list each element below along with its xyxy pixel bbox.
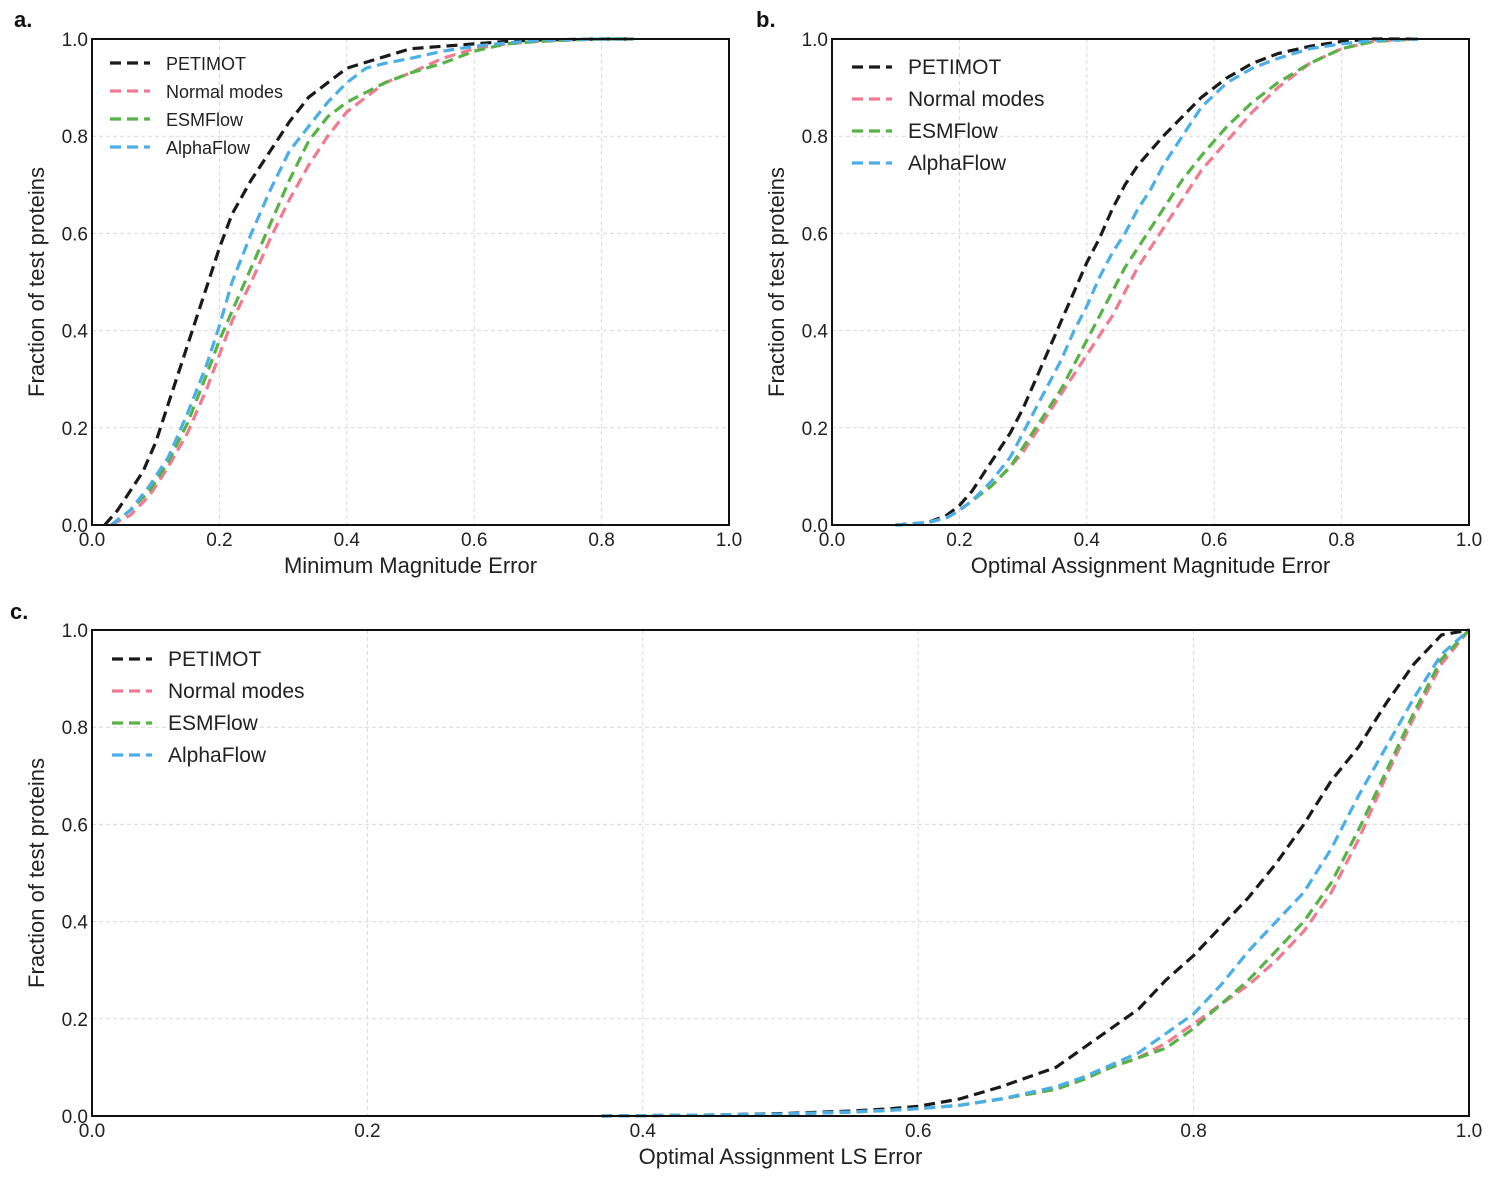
legend-label: AlphaFlow: [908, 152, 1007, 175]
y-tick-label: 0.8: [802, 127, 828, 148]
legend-label: ESMFlow: [908, 120, 999, 143]
y-tick-label: 1.0: [802, 30, 828, 51]
plot-frame: [91, 38, 730, 526]
panel-label-b: b.: [756, 7, 776, 32]
plot-frame: [91, 629, 1470, 1117]
y-axis-label: Fraction of test proteins: [764, 167, 789, 397]
x-tick-label: 0.4: [334, 530, 361, 551]
panel-label-a: a.: [14, 7, 32, 32]
x-tick-label: 0.6: [461, 530, 487, 551]
y-axis-label: Fraction of test proteins: [24, 758, 49, 988]
series-line-normal-modes: [895, 37, 1419, 527]
panel-c: c. 0.0 0.2 0.4 0.6 0.8 1.0 0.0 0.2 0.4 0.6 0.8 1.0 Op…: [10, 599, 1482, 1169]
x-axis-label: Optimal Assignment LS Error: [639, 1144, 923, 1169]
y-tick-label: 0.4: [62, 322, 89, 343]
y-tick-label: 0.6: [802, 224, 828, 245]
series-line-petimot: [103, 37, 634, 527]
legend: PETIMOT Normal modes ESMFlow AlphaFlow: [112, 648, 305, 767]
x-tick-label: 0.2: [946, 530, 972, 551]
y-tick-label: 0.8: [62, 127, 88, 148]
series-line-esmflow: [601, 628, 1471, 1118]
y-axis-label: Fraction of test proteins: [24, 167, 49, 397]
x-tick-label: 0.2: [354, 1121, 380, 1142]
legend-label: Normal modes: [166, 82, 283, 102]
legend-label: Normal modes: [908, 88, 1045, 111]
x-tick-label: 0.2: [206, 530, 232, 551]
x-axis-label: Minimum Magnitude Error: [284, 553, 537, 578]
y-tick-label: 0.6: [62, 224, 88, 245]
y-tick-label: 0.4: [62, 913, 89, 934]
series-line-alphaflow: [895, 37, 1419, 527]
y-tick-label: 0.0: [62, 1107, 88, 1128]
legend-label: PETIMOT: [908, 56, 1002, 79]
x-tick-label: 0.8: [1328, 530, 1354, 551]
x-tick-label: 0.6: [1201, 530, 1227, 551]
x-tick-label: 0.0: [819, 530, 845, 551]
y-tick-label: 0.0: [62, 516, 88, 537]
y-tick-label: 0.6: [62, 815, 88, 836]
legend: PETIMOT Normal modes ESMFlow AlphaFlow: [852, 56, 1045, 175]
y-tick-label: 1.0: [62, 621, 88, 642]
x-tick-label: 1.0: [1456, 530, 1482, 551]
x-tick-label: 0.8: [588, 530, 614, 551]
legend-label: Normal modes: [168, 680, 305, 703]
legend-label: PETIMOT: [166, 54, 246, 74]
y-tick-label: 1.0: [62, 30, 88, 51]
legend-label: ESMFlow: [168, 712, 259, 735]
legend-label: AlphaFlow: [166, 138, 251, 158]
x-tick-label: 1.0: [716, 530, 742, 551]
series-line-petimot: [895, 37, 1418, 527]
legend-label: AlphaFlow: [168, 744, 267, 767]
y-tick-label: 0.4: [802, 322, 829, 343]
panel-b: b. 0.0 0.2 0.4 0.6 0.8 1.0 0.0 0.2 0.4 0.6 0.8 1.0 Op…: [756, 7, 1482, 578]
y-tick-label: 0.2: [62, 1010, 88, 1031]
x-tick-label: 1.0: [1456, 1121, 1482, 1142]
panel-a: a. 0.0 0.2 0.4 0.6 0.8 1.0 0.0 0.2 0.4 0.6 0.8 1.0 Mi…: [14, 7, 742, 578]
y-tick-label: 0.8: [62, 718, 88, 739]
y-tick-label: 0.0: [802, 516, 828, 537]
series-line-alphaflow: [601, 628, 1471, 1118]
plot-frame: [831, 38, 1470, 526]
panel-label-c: c.: [10, 599, 28, 624]
series-line-esmflow: [895, 37, 1419, 527]
legend: PETIMOT Normal modes ESMFlow AlphaFlow: [110, 54, 283, 158]
x-axis-label: Optimal Assignment Magnitude Error: [971, 553, 1331, 578]
series-line-petimot: [601, 628, 1470, 1118]
x-tick-label: 0.0: [79, 1121, 105, 1142]
series-line-alphaflow: [110, 37, 634, 527]
y-tick-label: 0.2: [802, 419, 828, 440]
legend-label: PETIMOT: [168, 648, 262, 671]
y-tick-label: 0.2: [62, 419, 88, 440]
x-tick-label: 0.0: [79, 530, 105, 551]
x-tick-label: 0.8: [1180, 1121, 1206, 1142]
series-line-normal-modes: [601, 628, 1471, 1118]
legend-label: ESMFlow: [166, 110, 244, 130]
x-tick-label: 0.4: [1074, 530, 1101, 551]
x-tick-label: 0.6: [905, 1121, 931, 1142]
x-tick-label: 0.4: [630, 1121, 657, 1142]
